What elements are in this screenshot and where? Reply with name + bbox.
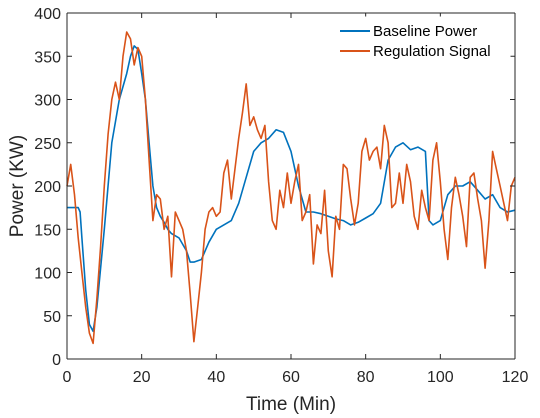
x-tick-label: 20 bbox=[133, 369, 151, 386]
legend-label-baseline-power: Baseline Power bbox=[373, 23, 477, 40]
series-layer bbox=[66, 31, 516, 345]
ticks-layer: 0 20 40 60 80 100 120 0 50 100 150 200 250 300 350 400 bbox=[34, 6, 528, 386]
x-axis-title: Time (Min) bbox=[246, 394, 336, 415]
y-tick-label: 150 bbox=[34, 222, 61, 239]
x-tick-label: 0 bbox=[63, 369, 72, 386]
legend-label-regulation-signal: Regulation Signal bbox=[373, 43, 491, 60]
y-tick-label: 0 bbox=[52, 352, 61, 369]
y-tick-label: 200 bbox=[34, 179, 61, 196]
y-tick-label: 300 bbox=[34, 93, 61, 110]
y-tick-label: 100 bbox=[34, 266, 61, 283]
x-tick-label: 100 bbox=[427, 369, 454, 386]
y-axis-title: Power (KW) bbox=[7, 135, 28, 237]
legend: Baseline Power Regulation Signal bbox=[332, 16, 511, 64]
x-tick-label: 80 bbox=[357, 369, 375, 386]
y-tick-label: 400 bbox=[34, 6, 61, 23]
legend-box bbox=[332, 16, 511, 64]
x-tick-label: 40 bbox=[207, 369, 225, 386]
series-line-regulation-signal bbox=[66, 31, 516, 345]
y-tick-label: 250 bbox=[34, 136, 61, 153]
y-tick-label: 50 bbox=[43, 309, 61, 326]
x-tick-label: 120 bbox=[502, 369, 529, 386]
series-line-baseline-power bbox=[67, 45, 516, 333]
x-tick-label: 60 bbox=[282, 369, 300, 386]
y-tick-label: 350 bbox=[34, 49, 61, 66]
